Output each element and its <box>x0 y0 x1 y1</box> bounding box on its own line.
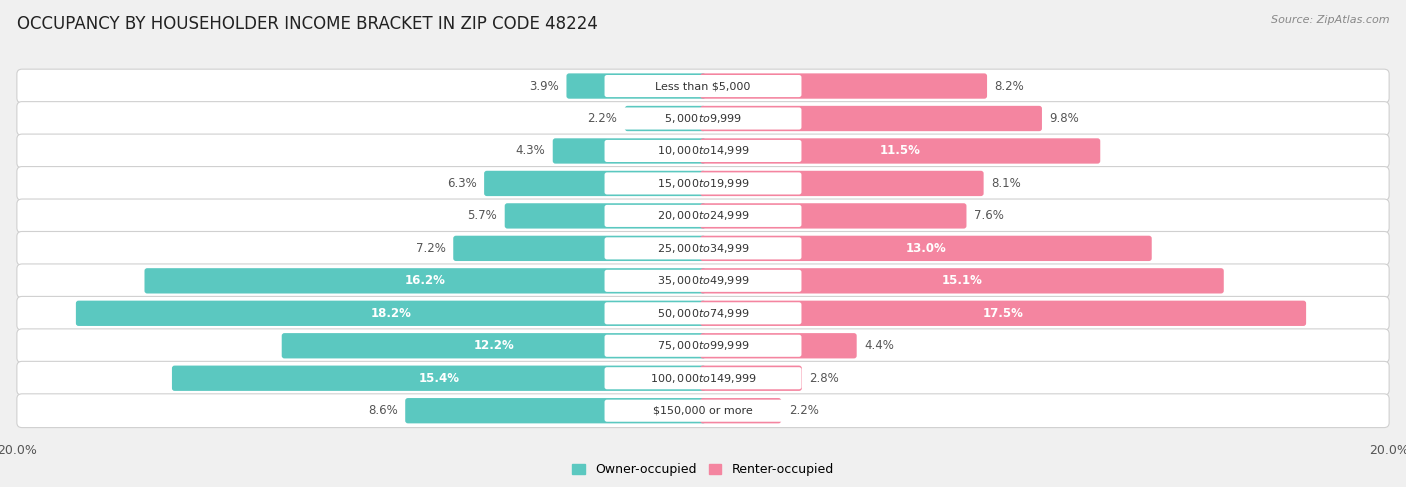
FancyBboxPatch shape <box>605 270 801 292</box>
Text: $25,000 to $34,999: $25,000 to $34,999 <box>657 242 749 255</box>
FancyBboxPatch shape <box>700 138 1101 164</box>
FancyBboxPatch shape <box>17 167 1389 200</box>
FancyBboxPatch shape <box>17 102 1389 135</box>
FancyBboxPatch shape <box>281 333 706 358</box>
FancyBboxPatch shape <box>17 297 1389 330</box>
Text: 4.4%: 4.4% <box>865 339 894 352</box>
FancyBboxPatch shape <box>17 199 1389 233</box>
FancyBboxPatch shape <box>605 205 801 227</box>
Text: 18.2%: 18.2% <box>370 307 411 320</box>
Legend: Owner-occupied, Renter-occupied: Owner-occupied, Renter-occupied <box>568 458 838 482</box>
FancyBboxPatch shape <box>700 171 984 196</box>
FancyBboxPatch shape <box>17 361 1389 395</box>
Text: $75,000 to $99,999: $75,000 to $99,999 <box>657 339 749 352</box>
FancyBboxPatch shape <box>605 108 801 130</box>
Text: $50,000 to $74,999: $50,000 to $74,999 <box>657 307 749 320</box>
Text: 7.2%: 7.2% <box>416 242 446 255</box>
FancyBboxPatch shape <box>700 398 782 423</box>
FancyBboxPatch shape <box>484 171 706 196</box>
FancyBboxPatch shape <box>17 329 1389 363</box>
FancyBboxPatch shape <box>700 74 987 99</box>
FancyBboxPatch shape <box>17 264 1389 298</box>
FancyBboxPatch shape <box>700 366 801 391</box>
FancyBboxPatch shape <box>700 333 856 358</box>
FancyBboxPatch shape <box>17 69 1389 103</box>
FancyBboxPatch shape <box>605 335 801 357</box>
Text: 11.5%: 11.5% <box>880 145 921 157</box>
Text: $15,000 to $19,999: $15,000 to $19,999 <box>657 177 749 190</box>
Text: 9.8%: 9.8% <box>1049 112 1080 125</box>
Text: $35,000 to $49,999: $35,000 to $49,999 <box>657 274 749 287</box>
FancyBboxPatch shape <box>700 268 1223 294</box>
Text: 6.3%: 6.3% <box>447 177 477 190</box>
Text: $100,000 to $149,999: $100,000 to $149,999 <box>650 372 756 385</box>
Text: 3.9%: 3.9% <box>529 79 560 93</box>
FancyBboxPatch shape <box>405 398 706 423</box>
FancyBboxPatch shape <box>453 236 706 261</box>
Text: 16.2%: 16.2% <box>405 274 446 287</box>
Text: 15.1%: 15.1% <box>942 274 983 287</box>
Text: Less than $5,000: Less than $5,000 <box>655 81 751 91</box>
FancyBboxPatch shape <box>17 394 1389 428</box>
FancyBboxPatch shape <box>145 268 706 294</box>
FancyBboxPatch shape <box>605 75 801 97</box>
Text: $5,000 to $9,999: $5,000 to $9,999 <box>664 112 742 125</box>
Text: 5.7%: 5.7% <box>467 209 498 223</box>
Text: 13.0%: 13.0% <box>905 242 946 255</box>
FancyBboxPatch shape <box>624 106 706 131</box>
Text: 4.3%: 4.3% <box>516 145 546 157</box>
FancyBboxPatch shape <box>17 231 1389 265</box>
FancyBboxPatch shape <box>172 366 706 391</box>
FancyBboxPatch shape <box>605 172 801 194</box>
FancyBboxPatch shape <box>605 400 801 422</box>
Text: $150,000 or more: $150,000 or more <box>654 406 752 416</box>
Text: 2.8%: 2.8% <box>810 372 839 385</box>
FancyBboxPatch shape <box>700 300 1306 326</box>
FancyBboxPatch shape <box>17 134 1389 168</box>
FancyBboxPatch shape <box>76 300 706 326</box>
FancyBboxPatch shape <box>605 140 801 162</box>
Text: $20,000 to $24,999: $20,000 to $24,999 <box>657 209 749 223</box>
FancyBboxPatch shape <box>605 237 801 260</box>
Text: 7.6%: 7.6% <box>974 209 1004 223</box>
FancyBboxPatch shape <box>505 203 706 228</box>
Text: 2.2%: 2.2% <box>789 404 818 417</box>
FancyBboxPatch shape <box>605 367 801 389</box>
Text: Source: ZipAtlas.com: Source: ZipAtlas.com <box>1271 15 1389 25</box>
Text: 12.2%: 12.2% <box>474 339 515 352</box>
Text: OCCUPANCY BY HOUSEHOLDER INCOME BRACKET IN ZIP CODE 48224: OCCUPANCY BY HOUSEHOLDER INCOME BRACKET … <box>17 15 598 33</box>
Text: 2.2%: 2.2% <box>588 112 617 125</box>
Text: $10,000 to $14,999: $10,000 to $14,999 <box>657 145 749 157</box>
Text: 17.5%: 17.5% <box>983 307 1024 320</box>
Text: 8.1%: 8.1% <box>991 177 1021 190</box>
FancyBboxPatch shape <box>605 302 801 324</box>
FancyBboxPatch shape <box>700 236 1152 261</box>
Text: 15.4%: 15.4% <box>419 372 460 385</box>
FancyBboxPatch shape <box>700 203 966 228</box>
FancyBboxPatch shape <box>553 138 706 164</box>
Text: 8.2%: 8.2% <box>994 79 1025 93</box>
FancyBboxPatch shape <box>700 106 1042 131</box>
Text: 8.6%: 8.6% <box>368 404 398 417</box>
FancyBboxPatch shape <box>567 74 706 99</box>
